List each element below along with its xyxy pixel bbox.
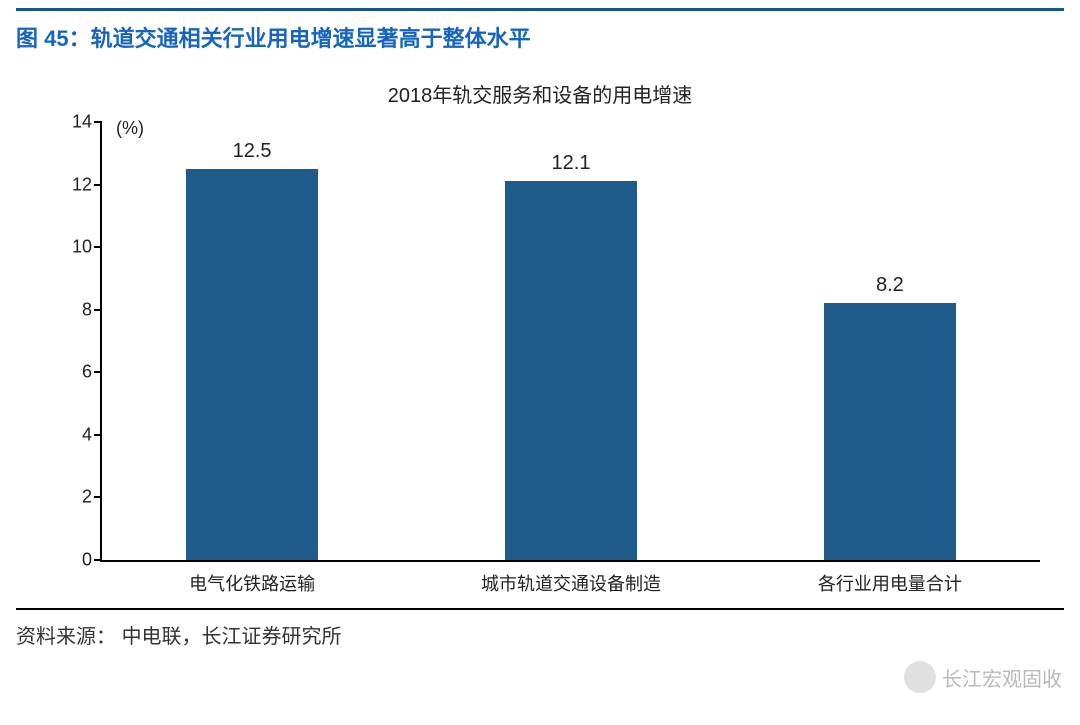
- category-label: 电气化铁路运输: [102, 570, 402, 596]
- y-tick: [94, 559, 102, 561]
- y-label: 4: [62, 424, 92, 445]
- y-tick: [94, 309, 102, 311]
- plot-area: (%) 0246810121412.5电气化铁路运输12.1城市轨道交通设备制造…: [100, 122, 1040, 562]
- category-label: 城市轨道交通设备制造: [421, 570, 721, 596]
- chart-title: 2018年轨交服务和设备的用电增速: [0, 79, 1080, 108]
- y-tick: [94, 496, 102, 498]
- bar: [505, 181, 636, 560]
- y-tick: [94, 246, 102, 248]
- y-tick: [94, 434, 102, 436]
- bar-value-label: 12.1: [477, 152, 665, 175]
- y-label: 2: [62, 487, 92, 508]
- y-tick: [94, 121, 102, 123]
- watermark-icon: [904, 661, 936, 693]
- watermark: 长江宏观固收: [904, 661, 1062, 693]
- figure-title: 图 45：轨道交通相关行业用电增速显著高于整体水平: [0, 11, 1080, 61]
- y-label: 6: [62, 362, 92, 383]
- watermark-text: 长江宏观固收: [942, 663, 1062, 692]
- y-label: 0: [62, 550, 92, 571]
- chart-area: (%) 0 2 4 6 8 10 12 14 12.5 电气化铁路运输 12.1 城市轨道交通设备制造…: [60, 112, 1050, 602]
- source-line: 资料来源： 中电联，长江证券研究所: [0, 610, 1080, 659]
- category-label: 各行业用电量合计: [740, 570, 1040, 596]
- bar: [186, 169, 317, 560]
- bar-value-label: 12.5: [158, 140, 346, 163]
- y-unit-label: (%): [116, 118, 144, 139]
- source-text: 中电联，长江证券研究所: [122, 626, 342, 648]
- y-label: 10: [62, 237, 92, 258]
- y-label: 12: [62, 174, 92, 195]
- y-label: 8: [62, 299, 92, 320]
- y-label: 14: [62, 112, 92, 133]
- y-tick: [94, 184, 102, 186]
- bar-value-label: 8.2: [796, 274, 984, 297]
- source-label: 资料来源：: [16, 626, 116, 648]
- bar: [824, 303, 955, 560]
- y-tick: [94, 371, 102, 373]
